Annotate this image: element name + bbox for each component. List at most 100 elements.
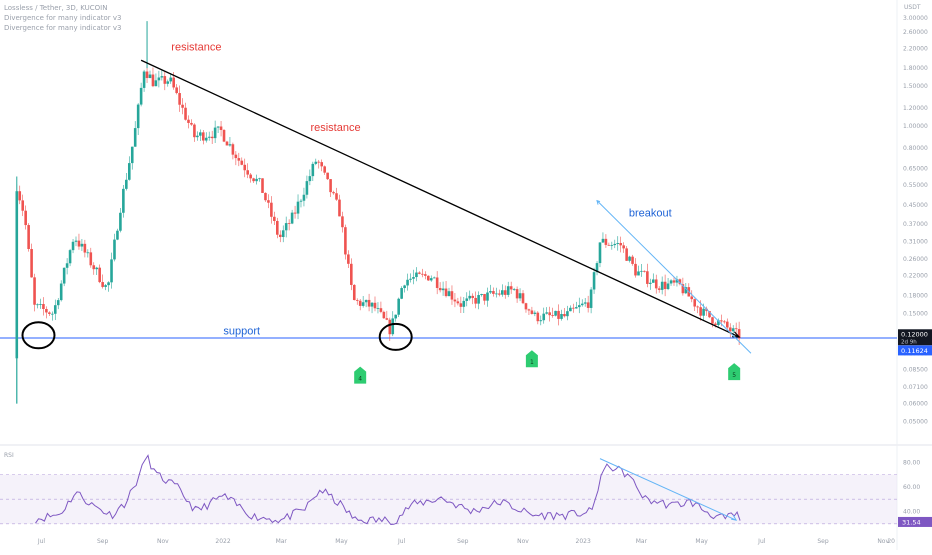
buy-signal-marker[interactable]: 5 <box>728 363 741 381</box>
candle[interactable] <box>190 119 193 126</box>
candle[interactable] <box>388 317 392 341</box>
candle[interactable] <box>142 69 146 92</box>
candle[interactable] <box>575 301 578 309</box>
candle[interactable] <box>308 169 312 186</box>
candle[interactable] <box>693 298 697 312</box>
candle[interactable] <box>666 277 670 291</box>
candle[interactable] <box>175 84 178 95</box>
candle[interactable] <box>651 273 655 283</box>
candle[interactable] <box>287 219 291 231</box>
candle[interactable] <box>459 296 463 314</box>
candle[interactable] <box>56 297 60 310</box>
candle[interactable] <box>163 70 167 91</box>
candle[interactable] <box>583 298 587 307</box>
candle[interactable] <box>196 131 199 141</box>
candle[interactable] <box>625 246 628 262</box>
candle[interactable] <box>68 248 72 267</box>
candle[interactable] <box>580 299 584 307</box>
candle[interactable] <box>533 310 537 317</box>
candle[interactable] <box>293 205 297 219</box>
candle[interactable] <box>317 159 321 169</box>
candle[interactable] <box>385 310 389 321</box>
annotation-resistance[interactable]: resistance <box>310 122 360 134</box>
candle[interactable] <box>640 263 643 277</box>
candle[interactable] <box>243 158 247 178</box>
candle[interactable] <box>51 311 54 321</box>
candle[interactable] <box>74 236 78 247</box>
candle[interactable] <box>157 70 161 88</box>
candle[interactable] <box>601 232 605 244</box>
candle[interactable] <box>450 285 454 305</box>
candle[interactable] <box>424 271 427 280</box>
candle[interactable] <box>39 298 42 309</box>
candle[interactable] <box>435 271 439 295</box>
candle[interactable] <box>166 79 170 87</box>
candle[interactable] <box>577 297 581 314</box>
candle[interactable] <box>373 296 377 312</box>
indicator-label-2[interactable]: Divergence for many indicator v3 <box>4 24 122 32</box>
candle[interactable] <box>367 293 371 312</box>
candle[interactable] <box>669 279 673 286</box>
candle[interactable] <box>397 297 400 317</box>
candle[interactable] <box>36 303 39 309</box>
candle[interactable] <box>542 307 546 324</box>
candle[interactable] <box>560 309 563 321</box>
candle[interactable] <box>65 258 69 275</box>
candle[interactable] <box>329 178 332 198</box>
candle[interactable] <box>181 98 184 115</box>
alert-price-label[interactable]: 0.11624 <box>898 345 932 356</box>
candle[interactable] <box>246 163 249 179</box>
candle[interactable] <box>403 284 406 293</box>
candle[interactable] <box>113 233 116 262</box>
candle[interactable] <box>71 238 75 254</box>
candle[interactable] <box>687 283 691 297</box>
candle[interactable] <box>98 264 101 284</box>
candle[interactable] <box>261 178 264 193</box>
candle[interactable] <box>616 236 620 251</box>
candle[interactable] <box>412 269 415 285</box>
candle[interactable] <box>169 73 173 84</box>
candle[interactable] <box>637 265 640 276</box>
candle[interactable] <box>80 238 84 252</box>
candle[interactable] <box>284 216 288 238</box>
circled-low[interactable] <box>378 322 413 351</box>
candle[interactable] <box>429 275 433 282</box>
candle[interactable] <box>276 217 279 239</box>
candle[interactable] <box>711 316 714 328</box>
candle[interactable] <box>207 131 211 141</box>
candle[interactable] <box>551 307 554 318</box>
candle[interactable] <box>379 301 383 314</box>
candle[interactable] <box>690 290 694 303</box>
candle[interactable] <box>151 67 155 88</box>
candle[interactable] <box>77 233 81 250</box>
candle[interactable] <box>323 165 326 175</box>
candle[interactable] <box>296 194 300 220</box>
candle[interactable] <box>335 187 338 201</box>
candle[interactable] <box>314 158 318 166</box>
candle[interactable] <box>264 192 267 202</box>
candle[interactable] <box>358 298 362 311</box>
candle[interactable] <box>572 303 575 313</box>
breakout-line[interactable] <box>596 200 752 354</box>
candle[interactable] <box>320 159 324 172</box>
candle[interactable] <box>521 290 525 305</box>
candle[interactable] <box>432 276 436 279</box>
candle[interactable] <box>595 261 599 276</box>
candle[interactable] <box>104 284 107 291</box>
candle[interactable] <box>503 285 507 299</box>
candle[interactable] <box>607 242 611 246</box>
candle[interactable] <box>536 311 540 325</box>
annotation-support[interactable]: support <box>223 325 260 337</box>
candle[interactable] <box>394 314 398 322</box>
candle[interactable] <box>483 293 486 305</box>
candle[interactable] <box>515 286 519 303</box>
annotation-resistance[interactable]: resistance <box>171 42 221 54</box>
candle[interactable] <box>468 290 472 301</box>
candle[interactable] <box>613 239 617 249</box>
candle[interactable] <box>352 284 356 301</box>
candle[interactable] <box>305 175 309 199</box>
candle[interactable] <box>48 311 51 317</box>
candle[interactable] <box>326 172 329 181</box>
candle[interactable] <box>201 130 205 145</box>
